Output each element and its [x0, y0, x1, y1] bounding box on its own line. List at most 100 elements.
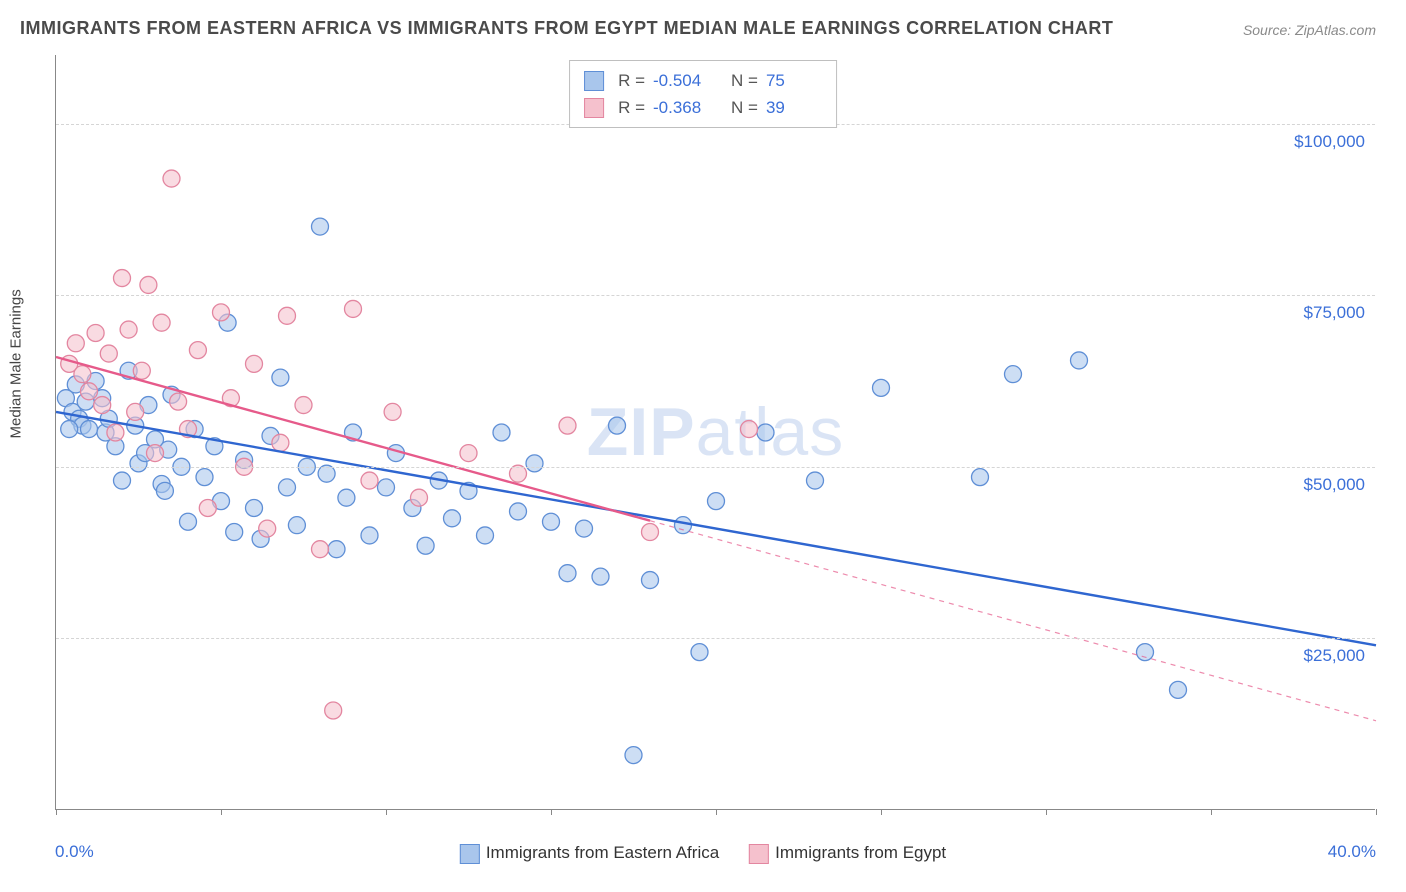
data-point [163, 170, 180, 187]
data-point [246, 500, 263, 517]
data-point [526, 455, 543, 472]
r-label: R = [618, 94, 645, 121]
data-point [361, 472, 378, 489]
trend-line-extrapolated [650, 521, 1376, 721]
data-point [328, 541, 345, 558]
data-point [444, 510, 461, 527]
data-point [1170, 681, 1187, 698]
x-tick [386, 809, 387, 815]
r-label: R = [618, 67, 645, 94]
data-point [325, 702, 342, 719]
data-point [1137, 644, 1154, 661]
legend-row: R = -0.504 N = 75 [584, 67, 822, 94]
x-tick [1046, 809, 1047, 815]
legend-swatch [749, 844, 769, 864]
data-point [609, 417, 626, 434]
data-point [417, 537, 434, 554]
series-legend-item: Immigrants from Eastern Africa [460, 843, 719, 864]
data-point [127, 403, 144, 420]
n-value: 39 [766, 94, 822, 121]
data-point [189, 342, 206, 359]
data-point [81, 383, 98, 400]
data-point [295, 397, 312, 414]
y-tick-label: $75,000 [1304, 303, 1365, 323]
gridline [56, 467, 1375, 468]
data-point [510, 503, 527, 520]
data-point [74, 366, 91, 383]
data-point [279, 479, 296, 496]
data-point [213, 304, 230, 321]
data-point [61, 421, 78, 438]
data-point [199, 500, 216, 517]
data-point [107, 424, 124, 441]
data-point [87, 324, 104, 341]
data-point [1005, 366, 1022, 383]
gridline [56, 295, 1375, 296]
data-point [246, 355, 263, 372]
data-point [114, 472, 131, 489]
data-point [642, 524, 659, 541]
trend-line [56, 412, 1376, 645]
data-point [460, 445, 477, 462]
n-value: 75 [766, 67, 822, 94]
data-point [94, 397, 111, 414]
source-attribution: Source: ZipAtlas.com [1243, 22, 1376, 38]
data-point [493, 424, 510, 441]
y-axis-label: Median Male Earnings [8, 289, 25, 438]
legend-swatch [460, 844, 480, 864]
data-point [345, 300, 362, 317]
data-point [691, 644, 708, 661]
data-point [972, 469, 989, 486]
chart-plot-area: ZIPatlas $25,000$50,000$75,000$100,000 [55, 55, 1375, 810]
x-tick [881, 809, 882, 815]
data-point [272, 434, 289, 451]
data-point [543, 513, 560, 530]
data-point [67, 335, 84, 352]
data-point [625, 747, 642, 764]
data-point [559, 565, 576, 582]
series-legend: Immigrants from Eastern Africa Immigrants… [460, 843, 946, 864]
x-axis-max-label: 40.0% [1328, 842, 1376, 862]
data-point [411, 489, 428, 506]
series-name: Immigrants from Egypt [775, 843, 946, 862]
data-point [312, 218, 329, 235]
y-tick-label: $25,000 [1304, 646, 1365, 666]
correlation-legend: R = -0.504 N = 75R = -0.368 N = 39 [569, 60, 837, 128]
data-point [156, 482, 173, 499]
y-tick-label: $100,000 [1294, 132, 1365, 152]
data-point [312, 541, 329, 558]
data-point [259, 520, 276, 537]
x-tick [716, 809, 717, 815]
data-point [120, 321, 137, 338]
data-point [592, 568, 609, 585]
data-point [170, 393, 187, 410]
data-point [384, 403, 401, 420]
data-point [133, 362, 150, 379]
data-point [873, 379, 890, 396]
x-tick [56, 809, 57, 815]
legend-swatch [584, 98, 604, 118]
data-point [81, 421, 98, 438]
legend-row: R =-0.368N =39 [584, 94, 822, 121]
data-point [114, 270, 131, 287]
data-point [147, 445, 164, 462]
data-point [288, 517, 305, 534]
data-point [741, 421, 758, 438]
data-point [338, 489, 355, 506]
r-value: -0.368 [653, 94, 709, 121]
series-legend-item: Immigrants from Egypt [749, 843, 946, 864]
data-point [272, 369, 289, 386]
data-point [180, 513, 197, 530]
y-tick-label: $50,000 [1304, 475, 1365, 495]
x-tick [221, 809, 222, 815]
data-point [226, 524, 243, 541]
r-value: -0.504 [653, 67, 709, 94]
data-point [1071, 352, 1088, 369]
x-axis-min-label: 0.0% [55, 842, 94, 862]
series-name: Immigrants from Eastern Africa [486, 843, 719, 862]
n-label: N = [731, 67, 758, 94]
chart-title: IMMIGRANTS FROM EASTERN AFRICA VS IMMIGR… [20, 18, 1113, 39]
data-point [576, 520, 593, 537]
data-point [153, 314, 170, 331]
data-point [708, 493, 725, 510]
